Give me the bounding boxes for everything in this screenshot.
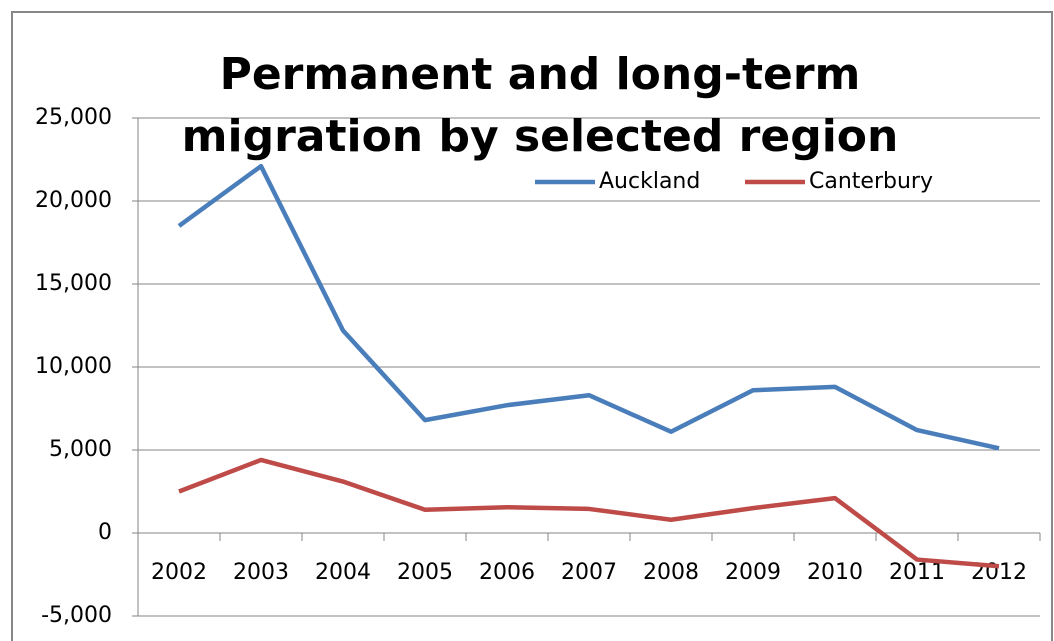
x-tick-label: 2007 — [561, 560, 617, 585]
chart-frame — [11, 11, 1053, 641]
x-tick-label: 2005 — [397, 560, 453, 585]
x-tick-label: 2010 — [807, 560, 863, 585]
y-tick-label: 15,000 — [35, 271, 112, 296]
x-tick-label: 2009 — [725, 560, 781, 585]
x-tick-label: 2003 — [233, 560, 289, 585]
y-tick-label: 10,000 — [35, 354, 112, 379]
y-tick-label: -5,000 — [41, 603, 112, 628]
legend-label: Auckland — [599, 169, 700, 194]
x-tick-label: 2011 — [889, 560, 945, 585]
series-line — [177, 163, 1000, 451]
y-tick-label: 5,000 — [49, 437, 112, 462]
y-tick-label: 25,000 — [35, 105, 112, 130]
y-tick-label: 0 — [98, 520, 112, 545]
x-tick-label: 2008 — [643, 560, 699, 585]
y-tick-label: 20,000 — [35, 188, 112, 213]
series-line — [178, 457, 1000, 569]
legend-label: Canterbury — [809, 169, 933, 194]
x-tick-label: 2006 — [479, 560, 535, 585]
x-tick-label: 2002 — [151, 560, 207, 585]
x-tick-label: 2004 — [315, 560, 371, 585]
chart-title: Permanent and long-term migration by sel… — [181, 49, 899, 162]
